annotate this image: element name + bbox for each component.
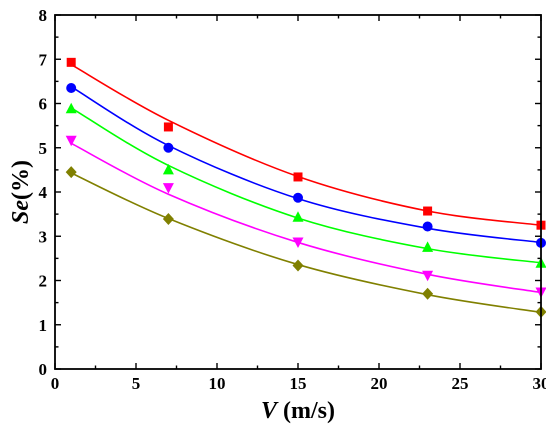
x-axis-unit: (m/s): [277, 398, 335, 424]
data-point-triangle-up: [163, 164, 174, 175]
x-tick-label: 20: [371, 374, 388, 393]
data-point-triangle-up: [66, 103, 77, 114]
data-points: [66, 58, 546, 318]
y-tick-label: 1: [39, 316, 48, 335]
x-tick-label: 25: [452, 374, 469, 393]
y-axis-symbol: Se: [8, 200, 34, 224]
y-tick-label: 0: [39, 360, 48, 379]
y-axis-ticks: 0 1 2 3 4 5 6 7 8: [39, 6, 542, 379]
x-axis-label: V (m/s): [261, 398, 335, 424]
x-tick-label: 15: [290, 374, 307, 393]
data-point-circle: [423, 222, 433, 232]
data-point-circle: [293, 193, 303, 203]
y-tick-label: 5: [39, 139, 48, 158]
y-axis-unit: (%): [8, 160, 34, 200]
y-tick-label: 8: [39, 6, 48, 25]
data-point-triangle-up: [422, 241, 433, 252]
data-point-square: [294, 172, 303, 181]
fit-line-circle: [71, 87, 541, 243]
x-tick-label: 5: [132, 374, 141, 393]
y-tick-label: 4: [39, 183, 48, 202]
y-axis-label: Se(%): [8, 160, 34, 224]
y-tick-label: 7: [39, 50, 48, 69]
data-point-square: [67, 58, 76, 67]
data-point-triangle-down: [422, 271, 433, 282]
data-point-square: [423, 207, 432, 216]
data-point-square: [164, 122, 173, 131]
data-point-triangle-down: [293, 238, 304, 249]
x-tick-label: 30: [533, 374, 546, 393]
fit-lines: [71, 65, 541, 313]
data-point-diamond: [422, 288, 433, 300]
x-axis-ticks: 0 5 10 15 20 25 30: [51, 15, 546, 393]
plot-frame: [55, 15, 541, 369]
data-point-circle: [163, 143, 173, 153]
data-point-diamond: [66, 166, 77, 178]
x-tick-label: 10: [209, 374, 226, 393]
y-tick-label: 3: [39, 227, 48, 246]
data-point-circle: [66, 83, 76, 93]
x-tick-label: 0: [51, 374, 60, 393]
data-point-diamond: [163, 213, 174, 225]
y-tick-label: 6: [39, 95, 48, 114]
y-tick-label: 2: [39, 272, 48, 291]
fit-line-diamond: [71, 173, 541, 312]
data-point-diamond: [293, 259, 304, 271]
